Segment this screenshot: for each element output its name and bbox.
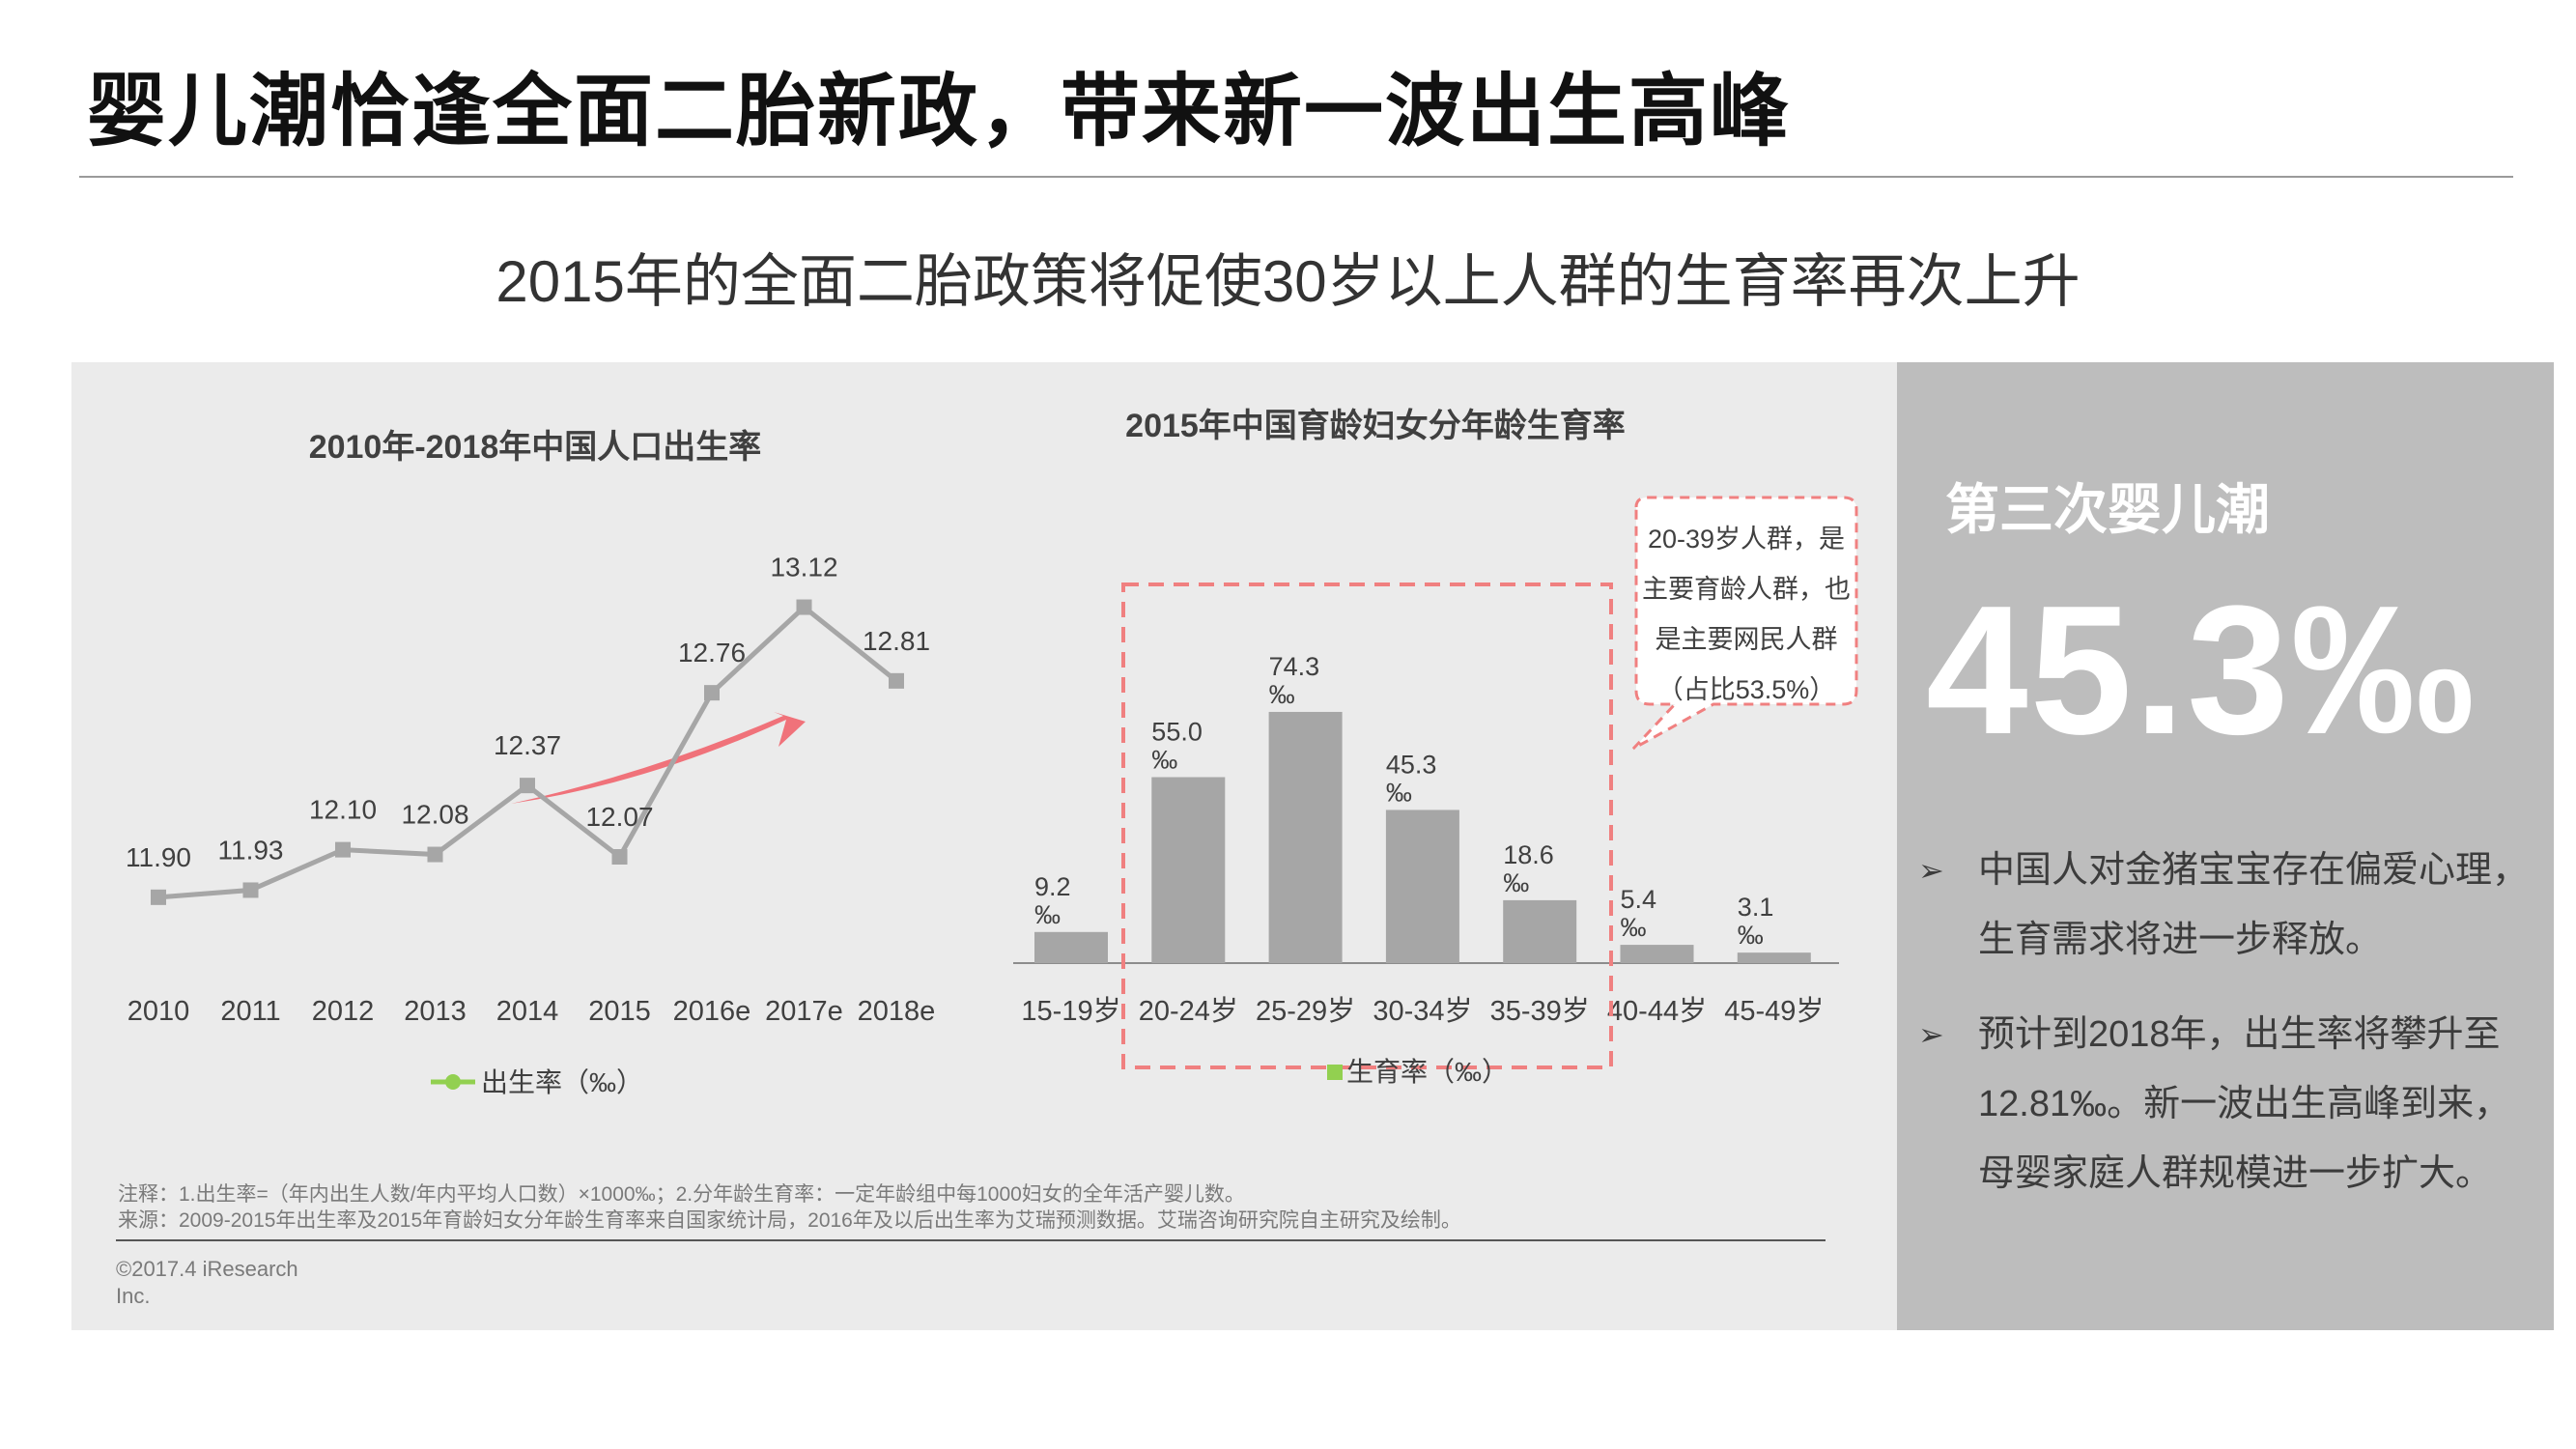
summary-heading: 第三次婴儿潮	[1945, 479, 2270, 540]
line-point	[520, 778, 535, 794]
tick-label: 2018e	[858, 996, 936, 1027]
data-label: 12.10	[309, 795, 377, 825]
data-label: 13.12	[770, 553, 837, 582]
data-label: 12.81	[863, 626, 930, 656]
tick-label: 20-24岁	[1139, 995, 1238, 1027]
data-label: 12.76	[678, 638, 746, 668]
data-label-unit: ‰	[1269, 680, 1295, 709]
data-label: 74.3	[1269, 652, 1320, 681]
line-point	[427, 846, 443, 863]
callout-text: （占比53.5%）	[1657, 675, 1836, 704]
tick-label: 2012	[312, 996, 375, 1027]
data-label-unit: ‰	[1386, 778, 1412, 807]
data-label: 5.4	[1621, 885, 1657, 914]
notes-divider	[116, 1239, 1826, 1241]
line-point	[335, 841, 351, 858]
line-point	[611, 849, 628, 865]
callout-bubble	[1631, 496, 1858, 751]
chart-panel: 2010年-2018年中国人口出生率 2015年中国育龄妇女分年龄生育率 11.…	[71, 362, 1897, 1330]
tick-label: 40-44岁	[1607, 995, 1707, 1027]
bar	[1034, 931, 1108, 963]
bar	[1620, 945, 1694, 963]
bar	[1268, 711, 1343, 963]
tick-label: 2017e	[765, 996, 843, 1027]
page-subtitle: 2015年的全面二胎政策将促使30岁以上人群的生育率再次上升	[495, 249, 2081, 314]
tick-label: 2013	[404, 996, 467, 1027]
data-label: 3.1	[1738, 893, 1774, 922]
page-title: 婴儿潮恰逢全面二胎新政，带来新一波出生高峰	[87, 68, 1792, 156]
summary-big-value: 45.3‰	[1926, 568, 2477, 773]
callout-text: 主要育龄人群，也	[1642, 575, 1851, 604]
legend-label: 出生率（‰）	[481, 1067, 643, 1097]
highlight-box	[1121, 582, 1613, 1069]
charts-svg: 11.90 2010 11.93 2011 12.10 2012 12.08 2013 12.3…	[126, 496, 1858, 1097]
source-text: 来源：2009-2015年出生率及2015年育龄妇女分年龄生育率来自国家统计局，…	[118, 1209, 1461, 1232]
bar	[1737, 952, 1811, 963]
data-label: 9.2	[1034, 872, 1071, 901]
legend-marker	[445, 1074, 461, 1090]
bar	[1503, 899, 1577, 963]
summary-bullet: ➢ 中国人对金猪宝宝存在偏爱心理，生育需求将进一步释放。	[1918, 836, 2536, 975]
note-text: 注释：1.出生率=（年内出生人数/年内平均人口数）×1000‰；2.分年龄生育率…	[118, 1183, 1245, 1206]
title-divider	[79, 176, 2513, 178]
line-point	[151, 889, 166, 905]
bar-chart-title: 2015年中国育龄妇女分年龄生育率	[1125, 408, 1626, 444]
legend-label: 生育率（‰）	[1346, 1057, 1509, 1087]
tick-label: 2016e	[673, 996, 751, 1027]
tick-label: 35-39岁	[1490, 995, 1590, 1027]
arrow-bullet-icon: ➢	[1918, 1017, 1944, 1052]
data-label: 11.90	[126, 842, 191, 872]
tick-label: 2014	[496, 996, 559, 1027]
data-label-unit: ‰	[1034, 900, 1061, 929]
arrow-bullet-icon: ➢	[1918, 853, 1944, 888]
callout-text: 是主要网民人群	[1656, 625, 1838, 654]
summary-bullet-text: 中国人对金猪宝宝存在偏爱心理，生育需求将进一步释放。	[1978, 850, 2530, 960]
data-label: 12.07	[585, 802, 653, 832]
data-label-unit: ‰	[1621, 913, 1647, 942]
bar	[1151, 777, 1226, 963]
data-label: 45.3	[1386, 750, 1437, 779]
trend-arrow-icon	[511, 712, 806, 804]
bar	[1385, 810, 1459, 963]
summary-bullet: ➢ 预计到2018年，出生率将攀升至12.81‰。新一波出生高峰到来，母婴家庭人…	[1918, 1000, 2536, 1208]
data-label: 18.6	[1503, 840, 1554, 869]
tick-label: 30-34岁	[1373, 995, 1472, 1027]
data-label: 12.37	[494, 730, 561, 760]
tick-label: 45-49岁	[1724, 995, 1824, 1027]
data-label-unit: ‰	[1151, 746, 1177, 775]
callout-text: 20-39岁人群，是	[1648, 525, 1845, 554]
data-label-unit: ‰	[1738, 921, 1764, 950]
line-point	[889, 672, 904, 689]
copyright-text: ©2017.4 iResearch Inc.	[116, 1257, 298, 1308]
tick-label: 2015	[588, 996, 651, 1027]
line-chart-title: 2010年-2018年中国人口出生率	[308, 429, 762, 466]
legend-marker	[1327, 1065, 1343, 1080]
data-label: 55.0	[1151, 718, 1203, 747]
tick-label: 2010	[127, 996, 190, 1027]
line-point	[704, 685, 720, 701]
data-label-unit: ‰	[1503, 868, 1529, 897]
line-point	[242, 882, 259, 898]
tick-label: 15-19岁	[1021, 995, 1120, 1027]
summary-bullet-text: 预计到2018年，出生率将攀升至12.81‰。新一波出生高峰到来，母婴家庭人群规…	[1978, 1014, 2511, 1194]
data-label: 11.93	[218, 835, 284, 865]
line-point	[796, 599, 812, 615]
tick-label: 25-29岁	[1256, 995, 1355, 1027]
summary-panel: 第三次婴儿潮 45.3‰ ➢ 中国人对金猪宝宝存在偏爱心理，生育需求将进一步释放…	[1897, 362, 2554, 1330]
tick-label: 2011	[220, 996, 280, 1027]
data-label: 12.08	[401, 800, 468, 830]
